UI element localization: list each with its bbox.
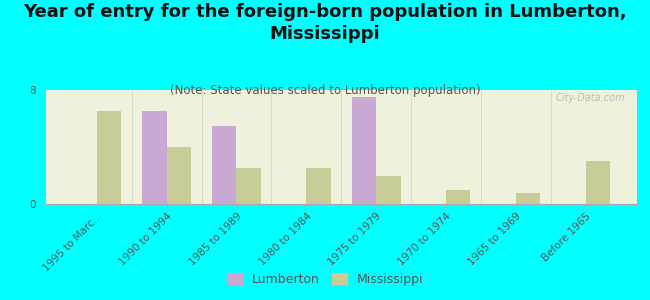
Legend: Lumberton, Mississippi: Lumberton, Mississippi: [222, 268, 428, 291]
Bar: [376, 176, 400, 204]
Bar: [166, 147, 191, 204]
Bar: [142, 111, 166, 204]
Text: (Note: State values scaled to Lumberton population): (Note: State values scaled to Lumberton …: [170, 84, 480, 97]
Bar: [212, 126, 237, 204]
Bar: [586, 161, 610, 204]
Text: City-Data.com: City-Data.com: [556, 93, 625, 103]
Bar: [352, 97, 376, 204]
Bar: [516, 193, 540, 204]
Bar: [97, 111, 122, 204]
Bar: [306, 168, 331, 204]
Text: Year of entry for the foreign-born population in Lumberton,
Mississippi: Year of entry for the foreign-born popul…: [23, 3, 627, 43]
Bar: [237, 168, 261, 204]
Bar: [446, 190, 471, 204]
